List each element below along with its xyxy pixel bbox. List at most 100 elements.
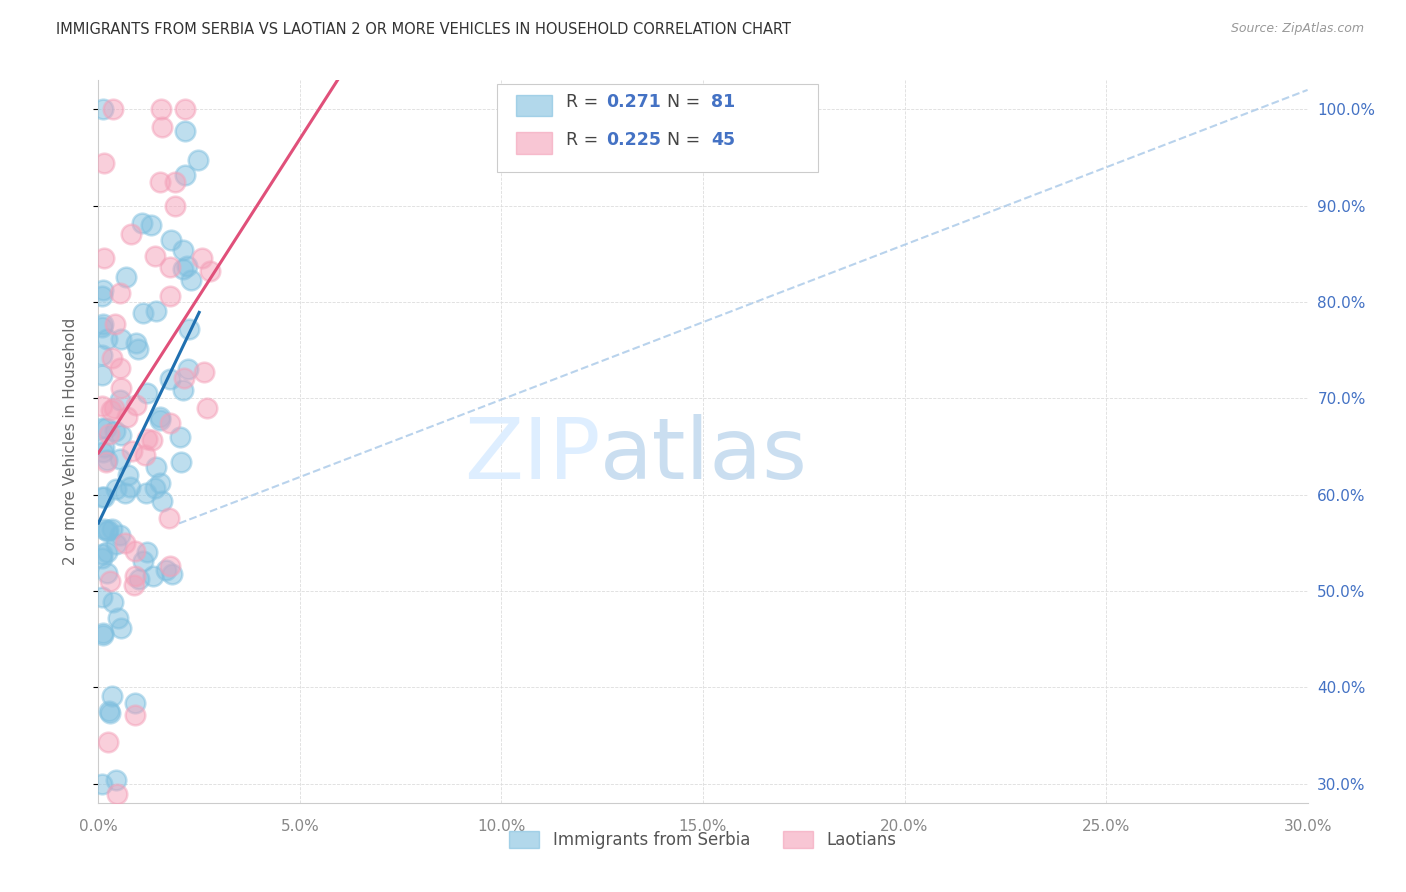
Point	[134, 448, 156, 462]
Y-axis label: 2 or more Vehicles in Household: 2 or more Vehicles in Household	[63, 318, 77, 566]
Point	[98, 426, 121, 441]
Point	[105, 482, 128, 496]
Point	[120, 480, 142, 494]
Point	[141, 433, 163, 447]
Point	[127, 343, 149, 357]
Point	[91, 547, 114, 561]
Point	[149, 175, 172, 189]
Point	[101, 102, 124, 116]
Point	[124, 544, 146, 558]
Point	[124, 578, 146, 592]
Point	[91, 490, 114, 504]
Point	[104, 424, 127, 438]
Point	[145, 304, 167, 318]
Point	[124, 335, 146, 350]
Point	[125, 398, 148, 412]
Point	[132, 554, 155, 568]
Point	[91, 625, 114, 640]
FancyBboxPatch shape	[516, 95, 551, 117]
Point	[101, 351, 124, 365]
Point	[150, 494, 173, 508]
Point	[136, 545, 159, 559]
Point	[91, 590, 114, 604]
Point	[96, 545, 118, 559]
Point	[124, 569, 146, 583]
Point	[177, 321, 200, 335]
Point	[159, 260, 181, 274]
Point	[97, 735, 120, 749]
Point	[177, 361, 200, 376]
Text: R =: R =	[567, 130, 605, 149]
Point	[96, 453, 118, 467]
FancyBboxPatch shape	[498, 84, 818, 172]
Point	[104, 317, 127, 331]
Point	[150, 120, 173, 134]
Point	[105, 787, 128, 801]
Point	[114, 486, 136, 500]
Point	[110, 621, 132, 635]
Point	[117, 467, 139, 482]
Text: N =: N =	[666, 130, 706, 149]
Point	[93, 155, 115, 169]
Point	[155, 563, 177, 577]
Point	[170, 455, 193, 469]
Point	[110, 452, 132, 467]
Point	[110, 381, 132, 395]
Text: 45: 45	[711, 130, 735, 149]
Point	[93, 490, 115, 504]
Point	[193, 365, 215, 379]
Point	[174, 123, 197, 137]
Point	[108, 285, 131, 300]
Point	[91, 368, 114, 383]
Point	[91, 348, 114, 362]
Point	[149, 413, 172, 427]
Point	[93, 251, 115, 265]
Point	[91, 421, 114, 435]
Point	[93, 283, 115, 297]
Point	[149, 476, 172, 491]
Point	[98, 705, 121, 719]
Point	[159, 559, 181, 574]
Point	[105, 773, 128, 788]
Point	[93, 440, 115, 454]
Point	[96, 332, 118, 346]
Point	[101, 522, 124, 536]
Point	[174, 168, 197, 182]
Point	[176, 260, 198, 274]
Point	[104, 537, 127, 551]
Point	[91, 399, 114, 413]
Text: 81: 81	[711, 93, 735, 111]
Point	[195, 401, 218, 416]
Point	[100, 402, 122, 417]
Point	[120, 227, 142, 242]
Point	[160, 566, 183, 581]
Text: N =: N =	[666, 93, 706, 111]
Point	[180, 273, 202, 287]
Text: R =: R =	[567, 93, 605, 111]
Point	[103, 401, 125, 415]
Point	[135, 486, 157, 500]
Point	[142, 569, 165, 583]
Point	[115, 410, 138, 425]
Point	[94, 455, 117, 469]
Point	[159, 372, 181, 386]
FancyBboxPatch shape	[516, 132, 551, 154]
Point	[94, 420, 117, 434]
Point	[132, 306, 155, 320]
Legend: Immigrants from Serbia, Laotians: Immigrants from Serbia, Laotians	[503, 824, 903, 856]
Text: atlas: atlas	[600, 415, 808, 498]
Point	[159, 289, 181, 303]
Point	[143, 482, 166, 496]
Point	[107, 611, 129, 625]
Point	[110, 528, 132, 542]
Point	[121, 443, 143, 458]
Point	[91, 776, 114, 790]
Point	[172, 244, 194, 258]
Point	[136, 432, 159, 446]
Point	[115, 270, 138, 285]
Text: IMMIGRANTS FROM SERBIA VS LAOTIAN 2 OR MORE VEHICLES IN HOUSEHOLD CORRELATION CH: IMMIGRANTS FROM SERBIA VS LAOTIAN 2 OR M…	[56, 22, 792, 37]
Point	[110, 428, 132, 442]
Point	[91, 320, 114, 334]
Point	[172, 383, 194, 397]
Point	[91, 551, 114, 566]
